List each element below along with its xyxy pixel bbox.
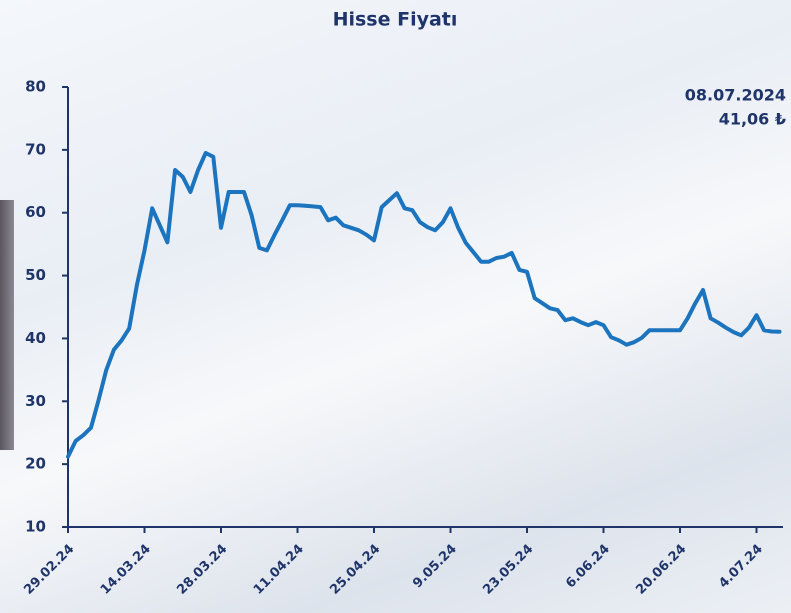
y-tick-label: 80 xyxy=(25,78,46,96)
x-tick-label: 28.03.24 xyxy=(174,542,230,598)
y-tick-label: 50 xyxy=(25,266,46,284)
x-tick-label: 14.03.24 xyxy=(98,542,154,598)
y-tick-label: 60 xyxy=(25,203,46,221)
x-tick-label: 6.06.24 xyxy=(563,542,613,592)
y-tick-label: 10 xyxy=(25,518,46,536)
y-tick-label: 20 xyxy=(25,455,46,473)
chart: Hisse Fiyatı 08.07.2024 41,06 ₺ 10 20 30 40… xyxy=(0,0,791,613)
x-tick-label: 23.05.24 xyxy=(480,542,536,598)
annotation-price: 41,06 ₺ xyxy=(719,110,786,129)
x-tick-label: 25.04.24 xyxy=(327,542,383,598)
y-tick-label: 40 xyxy=(25,329,46,347)
x-tick-label: 11.04.24 xyxy=(251,542,307,598)
x-tick-label: 9.05.24 xyxy=(410,542,460,592)
y-tick-label: 70 xyxy=(25,140,46,158)
price-line xyxy=(68,153,780,457)
page: Hisse Fiyatı 08.07.2024 41,06 ₺ 10 20 30 40… xyxy=(0,0,791,613)
x-tick-label: 29.02.24 xyxy=(21,542,77,598)
chart-title: Hisse Fiyatı xyxy=(333,9,458,31)
x-tick-label: 20.06.24 xyxy=(633,542,689,598)
x-tick-label: 4.07.24 xyxy=(716,542,766,592)
annotation-date: 08.07.2024 xyxy=(685,86,786,105)
y-tick-label: 30 xyxy=(25,392,46,410)
